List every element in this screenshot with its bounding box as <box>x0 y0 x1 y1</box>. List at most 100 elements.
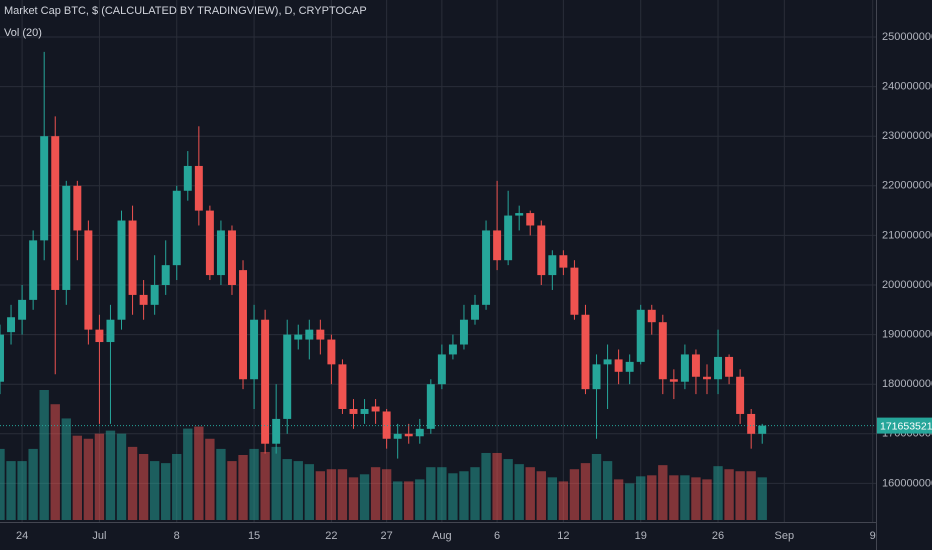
candle-body <box>448 344 457 355</box>
candle-body <box>559 255 568 268</box>
candle-body <box>349 408 358 414</box>
candle-body <box>515 213 524 216</box>
candle-body <box>482 230 491 305</box>
candle-body <box>305 329 314 340</box>
volume-bar <box>227 461 237 520</box>
volume-bar <box>293 461 303 520</box>
candle-body <box>239 270 248 380</box>
candle-body <box>29 240 38 300</box>
candle-body <box>205 210 214 276</box>
volume-bar <box>17 461 27 520</box>
candle-body <box>526 213 535 226</box>
volume-bar <box>492 452 502 520</box>
volume-bar <box>503 459 513 520</box>
volume-bar <box>72 435 83 520</box>
candle-layer <box>0 51 876 459</box>
candle-body <box>7 317 16 333</box>
candle-body <box>161 265 170 285</box>
candle-body <box>614 359 623 372</box>
candle-body <box>73 185 82 231</box>
candle-body <box>172 190 181 266</box>
volume-bar <box>304 464 314 520</box>
volume-bar <box>613 479 624 520</box>
volume-bar <box>28 448 38 520</box>
volume-bar <box>647 475 657 520</box>
candle-body <box>592 364 601 390</box>
x-tick-label: Aug <box>432 530 452 542</box>
volume-bar <box>636 476 646 520</box>
candle-body <box>548 255 557 276</box>
volume-bar <box>702 479 712 520</box>
volume-bar <box>658 465 668 520</box>
volume-bar <box>525 467 535 520</box>
y-tick-label: 210000000000 <box>882 229 932 241</box>
chart-title: Market Cap BTC, $ (CALCULATED BY TRADING… <box>4 5 367 17</box>
candle-body <box>272 418 281 444</box>
volume-bar <box>470 467 480 520</box>
volume-bar <box>459 471 469 520</box>
candle-body <box>183 165 192 191</box>
candle-body <box>625 361 634 372</box>
volume-bar <box>326 469 337 520</box>
volume-bar <box>337 469 348 520</box>
candle-body <box>95 329 104 343</box>
x-tick-label: Sep <box>775 530 795 542</box>
volume-bar <box>370 467 381 520</box>
candle-body <box>40 136 49 241</box>
candle-body <box>294 334 303 340</box>
candle-body <box>603 359 612 365</box>
candle-body <box>250 319 259 380</box>
y-tick-label: 160000000000 <box>882 477 932 489</box>
candle-body <box>338 364 347 409</box>
volume-bar <box>624 483 635 520</box>
volume-bar <box>724 469 734 520</box>
x-tick-label: 27 <box>381 530 393 542</box>
candle-body <box>570 267 579 315</box>
volume-bar <box>558 481 569 520</box>
y-tick-label: 230000000000 <box>882 130 932 142</box>
volume-bar <box>602 461 613 520</box>
candle-body <box>106 319 115 343</box>
x-tick-label: 8 <box>174 530 180 542</box>
volume-bar <box>757 477 767 520</box>
candle-body <box>658 322 667 380</box>
volume-bar <box>39 390 49 520</box>
candle-body <box>691 354 700 377</box>
volume-bar <box>282 459 292 520</box>
volume-bar <box>481 452 491 520</box>
x-tick-label: 22 <box>325 530 337 542</box>
candle-body <box>216 230 225 276</box>
y-tick-label: 220000000000 <box>882 180 932 192</box>
candle-body <box>404 433 413 437</box>
volume-bar <box>271 446 281 520</box>
x-tick-label: 9 <box>870 530 876 542</box>
candle-body <box>636 309 645 362</box>
volume-bar <box>260 451 270 520</box>
candle-body <box>680 354 689 382</box>
candle-body <box>371 406 380 412</box>
candle-body <box>327 339 336 365</box>
volume-bar <box>194 426 204 520</box>
candle-body <box>714 356 723 380</box>
x-tick-label: 15 <box>248 530 260 542</box>
y-tick-label: 240000000000 <box>882 81 932 93</box>
volume-bar <box>735 471 745 520</box>
candle-body <box>139 294 148 305</box>
volume-bar <box>359 474 370 520</box>
candle-body <box>537 225 546 276</box>
x-tick-label: 24 <box>16 530 28 542</box>
candle-body <box>647 309 656 323</box>
y-tick-label: 250000000000 <box>882 31 932 43</box>
candle-body <box>316 329 325 340</box>
volume-bar <box>83 438 94 520</box>
candle-body <box>18 299 27 320</box>
volume-bar <box>50 404 60 520</box>
volume-bar <box>580 463 591 520</box>
candle-body <box>261 319 270 444</box>
last-price-box <box>877 417 932 434</box>
volume-label: Vol (20) <box>4 27 42 39</box>
x-tick-label: 6 <box>494 530 500 542</box>
volume-bar <box>591 453 602 520</box>
candle-body <box>128 220 137 295</box>
volume-bar <box>536 471 546 520</box>
